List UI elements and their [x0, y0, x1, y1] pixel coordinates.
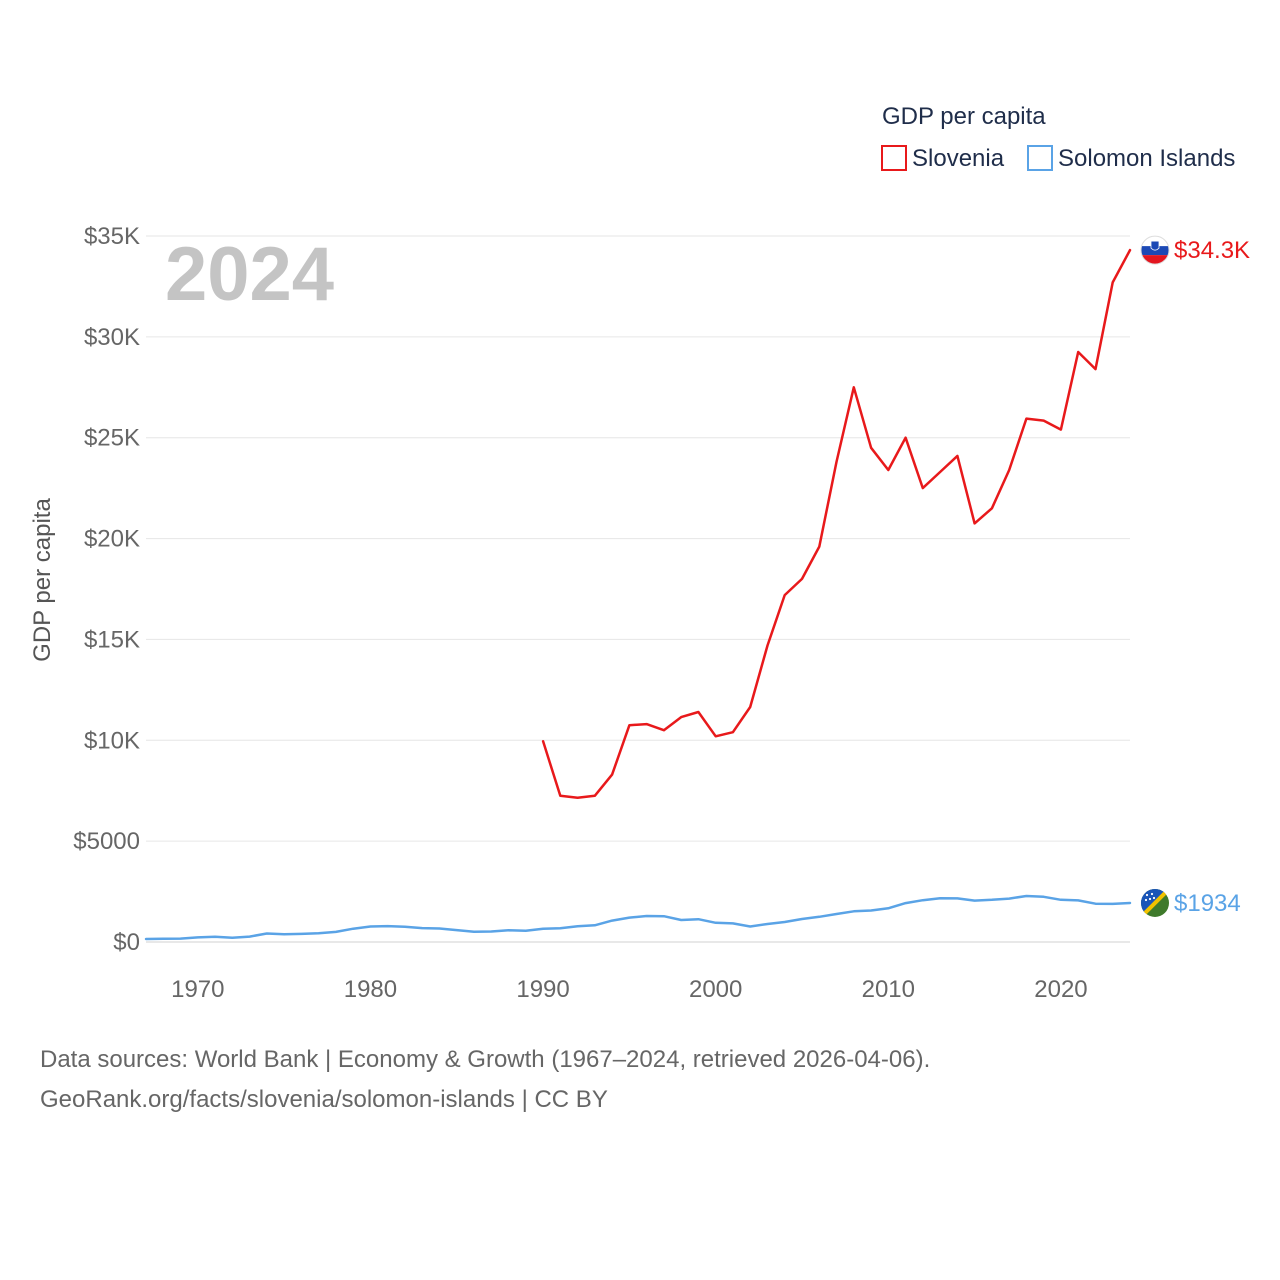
x-tick-label: 2000: [689, 976, 742, 1003]
solomon-islands-flag-icon: [1141, 888, 1169, 917]
year-watermark: 2024: [165, 232, 334, 317]
source-note: Data sources: World Bank | Economy & Gro…: [40, 1040, 930, 1120]
legend-swatch-slovenia[interactable]: [881, 145, 907, 171]
grid: [146, 235, 1130, 943]
series: [144, 248, 1132, 941]
x-tick-label: 1970: [171, 976, 224, 1003]
y-tick-label: $0: [113, 929, 140, 956]
source-line-1: Data sources: World Bank | Economy & Gro…: [40, 1046, 931, 1073]
source-line-2[interactable]: GeoRank.org/facts/slovenia/solomon-islan…: [40, 1086, 608, 1113]
y-tick-label: $15K: [84, 626, 140, 653]
legend-label-solomon-islands[interactable]: Solomon Islands: [1058, 145, 1235, 172]
slovenia-flag-ring: [1140, 235, 1170, 265]
slovenia-flag-icon: [1140, 235, 1170, 265]
x-tick-label: 2010: [862, 976, 915, 1003]
x-tick-label: 1990: [516, 976, 569, 1003]
y-tick-label: $35K: [84, 223, 140, 250]
axes: $0 $5000 $10K $15K $20K $25K $30K $35K 1970 1980 1…: [73, 223, 1087, 1003]
x-tick-label: 1980: [344, 976, 397, 1003]
legend-swatch-solomon-islands[interactable]: [1027, 145, 1053, 171]
legend-label-slovenia[interactable]: Slovenia: [912, 145, 1005, 172]
end-label-slovenia: $34.3K: [1174, 237, 1250, 264]
series-line-solomon-islands[interactable]: [144, 894, 1132, 941]
y-tick-label: $5000: [73, 828, 140, 855]
y-tick-label: $30K: [84, 324, 140, 351]
y-tick-label: $25K: [84, 425, 140, 452]
series-line-slovenia[interactable]: [541, 248, 1132, 800]
legend-title: GDP per capita: [882, 103, 1046, 130]
end-label-solomon-islands: $1934: [1174, 890, 1241, 917]
x-tick-label: 2020: [1034, 976, 1087, 1003]
y-tick-label: $10K: [84, 727, 140, 754]
y-axis-title: GDP per capita: [29, 498, 56, 662]
y-tick-label: $20K: [84, 526, 140, 553]
